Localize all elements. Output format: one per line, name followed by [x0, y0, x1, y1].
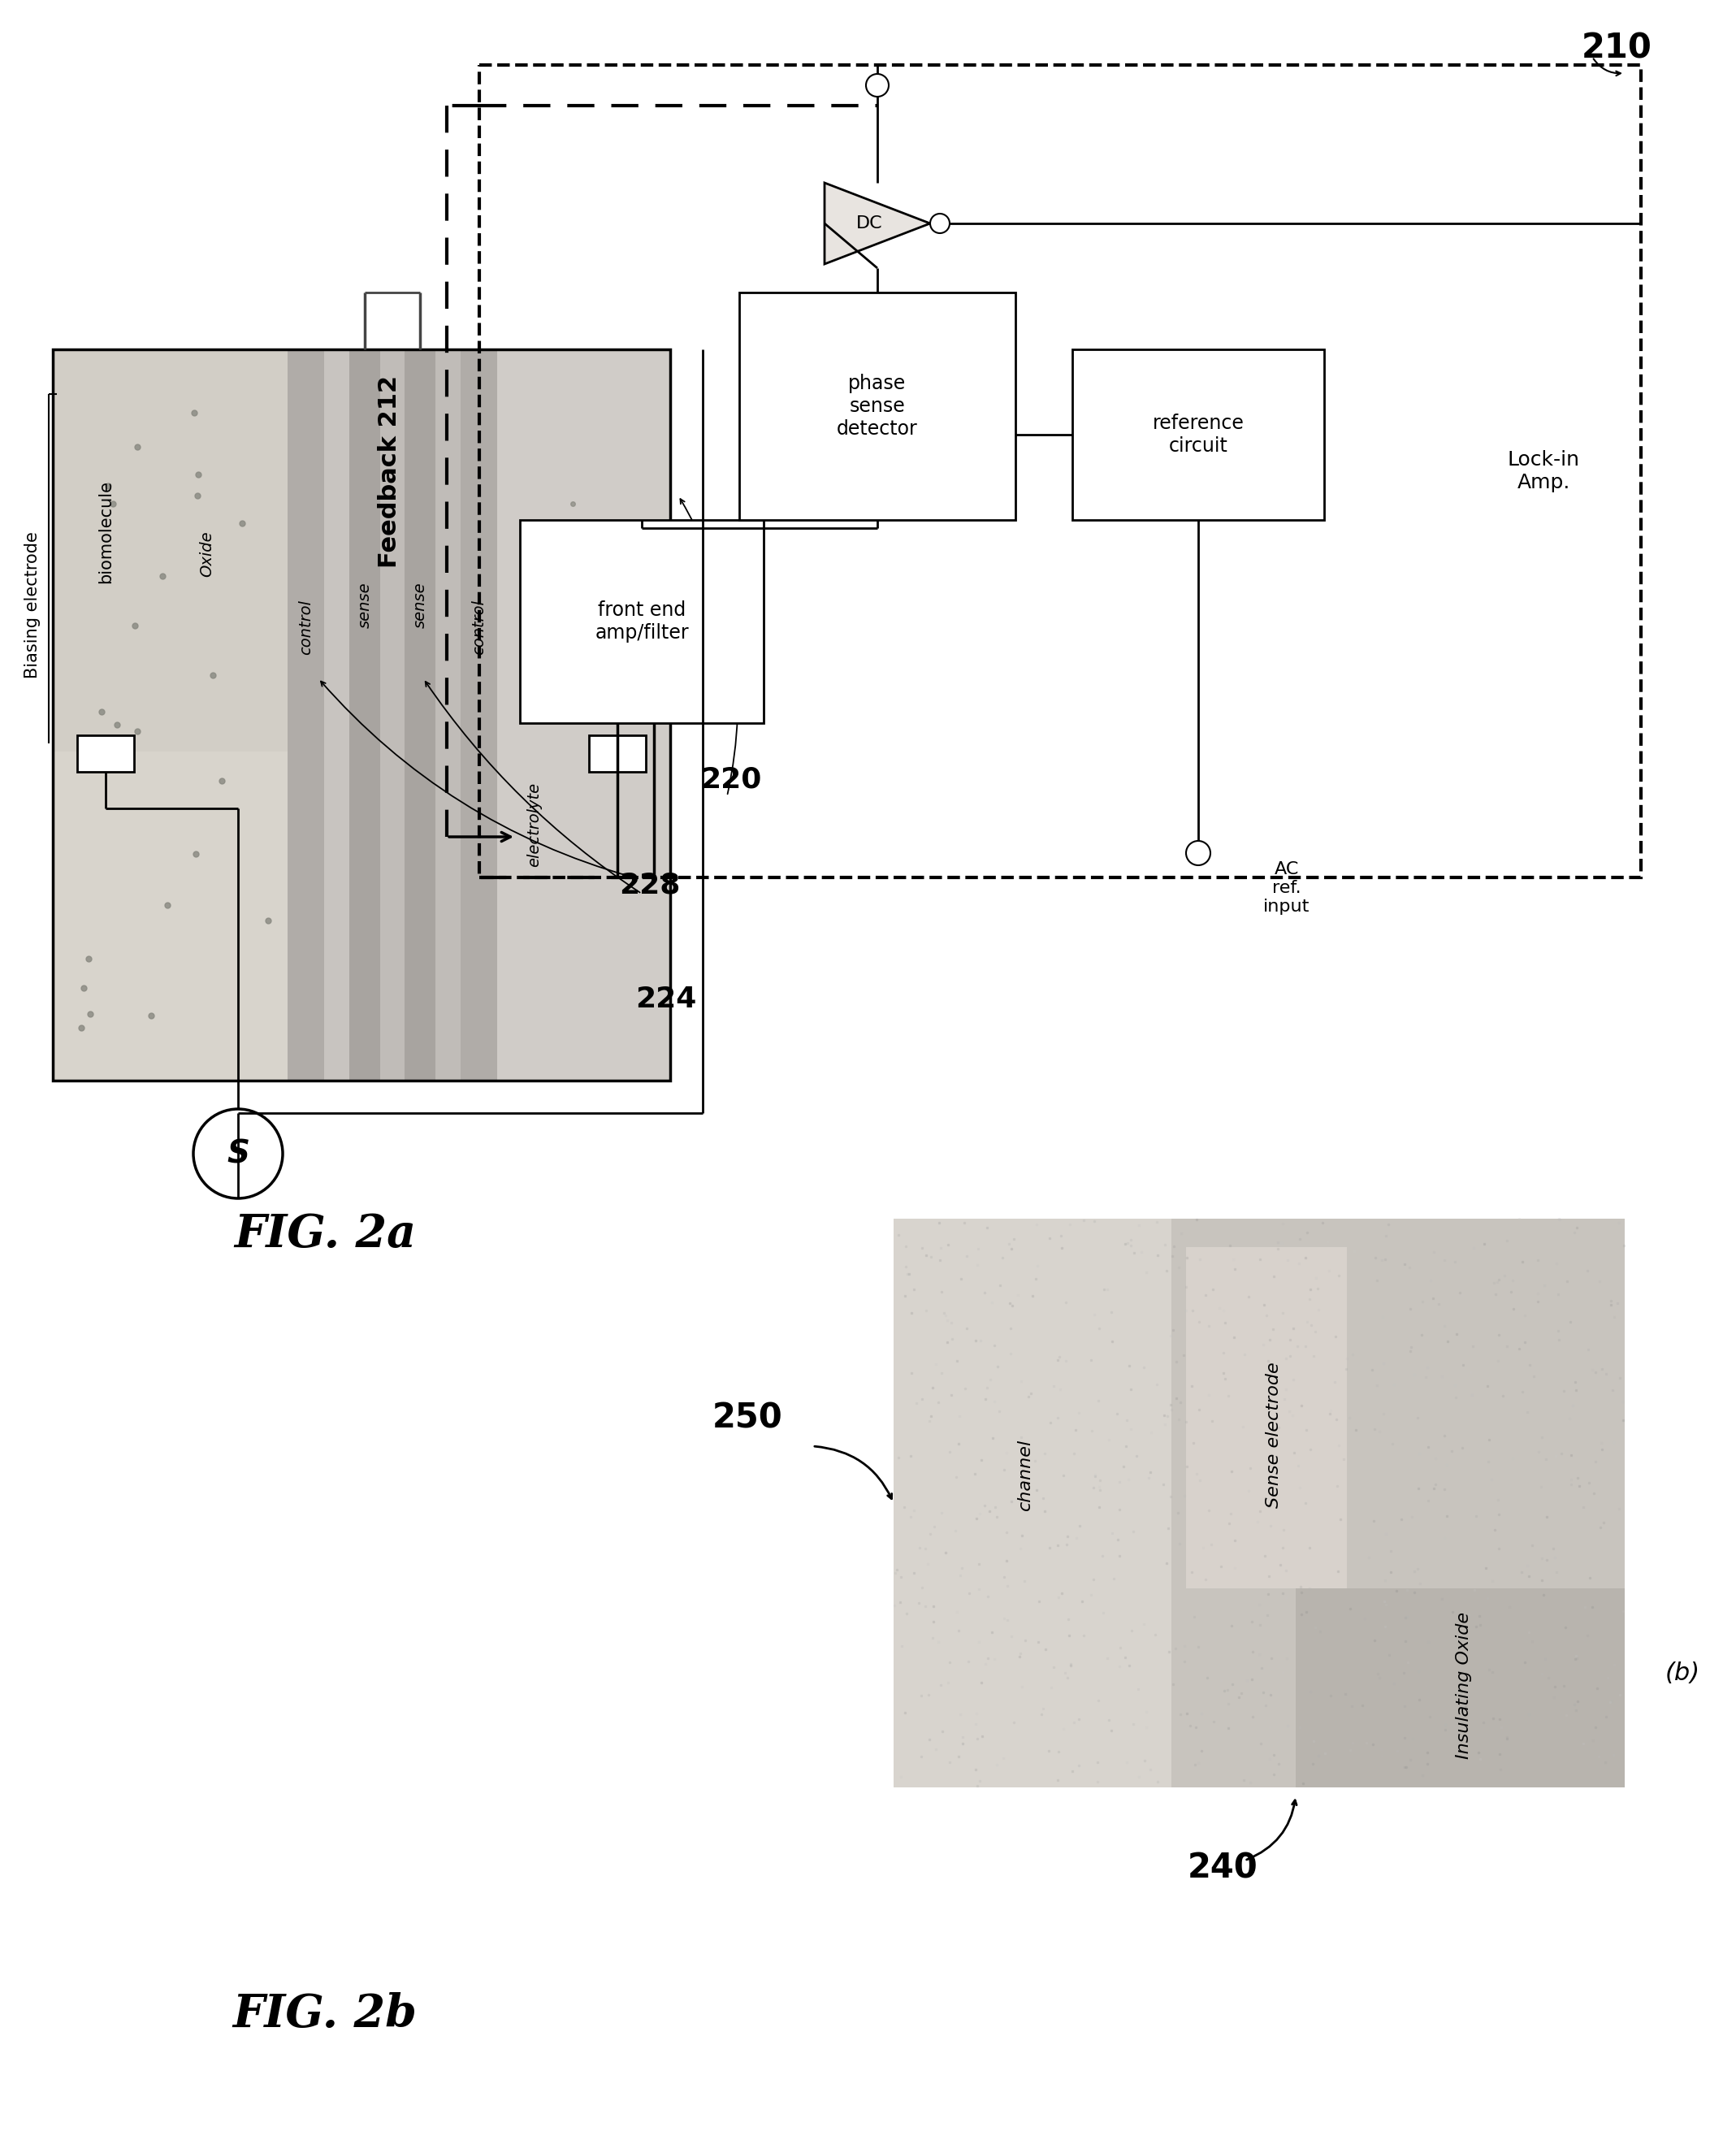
- Text: sense: sense: [413, 581, 427, 629]
- Bar: [894, 1219, 1625, 1787]
- Bar: [479, 65, 1641, 878]
- Text: sense: sense: [358, 581, 372, 629]
- Bar: [288, 349, 325, 1081]
- Circle shape: [193, 1109, 283, 1199]
- Text: 228: 228: [620, 872, 681, 900]
- Text: reference
circuit: reference circuit: [1153, 413, 1245, 456]
- Bar: [460, 349, 496, 1081]
- Text: phase
sense
detector: phase sense detector: [837, 375, 918, 439]
- Circle shape: [866, 73, 889, 97]
- Bar: [496, 349, 670, 1081]
- Bar: [436, 349, 460, 1081]
- Circle shape: [930, 213, 950, 233]
- Text: Insulating Oxide: Insulating Oxide: [1457, 1610, 1472, 1759]
- Text: Sense electrode: Sense electrode: [1266, 1363, 1281, 1507]
- Bar: [894, 1219, 1172, 1787]
- Bar: [76, 736, 134, 771]
- Text: S: S: [227, 1139, 250, 1169]
- Text: channel: channel: [1017, 1438, 1033, 1511]
- Bar: [52, 349, 288, 1081]
- Text: Oxide: Oxide: [200, 532, 215, 577]
- Bar: [52, 349, 670, 1081]
- Text: Biasing electrode: Biasing electrode: [24, 532, 40, 678]
- Polygon shape: [825, 183, 930, 265]
- Bar: [52, 349, 670, 751]
- Circle shape: [1186, 842, 1210, 866]
- Bar: [1073, 349, 1325, 521]
- Text: DC: DC: [856, 215, 882, 233]
- Bar: [380, 349, 404, 1081]
- Bar: [1295, 1589, 1625, 1787]
- Text: AC
ref.
input: AC ref. input: [1264, 861, 1311, 915]
- Bar: [519, 521, 764, 723]
- Text: biomolecule: biomolecule: [97, 480, 115, 583]
- Bar: [325, 349, 349, 1081]
- Text: electrolyte: electrolyte: [526, 782, 542, 868]
- Text: 210: 210: [1581, 32, 1653, 67]
- Text: 220: 220: [701, 766, 762, 794]
- Text: 240: 240: [1187, 1852, 1259, 1886]
- Bar: [740, 293, 1016, 521]
- Bar: [349, 349, 380, 1081]
- Text: (b): (b): [1665, 1662, 1700, 1686]
- Text: FIG. 2a: FIG. 2a: [234, 1212, 417, 1257]
- Text: Feedback 212: Feedback 212: [378, 375, 401, 568]
- Bar: [404, 349, 436, 1081]
- Text: Lock-in
Amp.: Lock-in Amp.: [1507, 450, 1580, 493]
- Bar: [1186, 1247, 1347, 1589]
- Text: control: control: [299, 601, 314, 655]
- Bar: [589, 736, 646, 771]
- Bar: [52, 751, 670, 1081]
- Text: front end
amp/filter: front end amp/filter: [595, 601, 689, 642]
- Text: 250: 250: [712, 1402, 783, 1434]
- Text: 224: 224: [635, 986, 696, 1014]
- Text: control: control: [470, 601, 486, 655]
- Text: FIG. 2b: FIG. 2b: [233, 1992, 417, 2037]
